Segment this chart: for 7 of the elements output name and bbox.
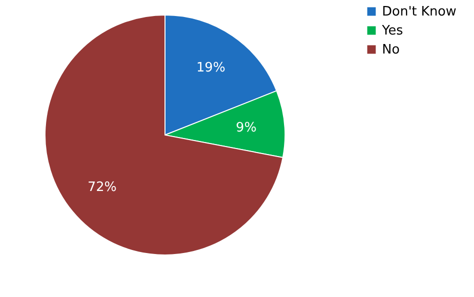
legend-label: No <box>382 42 400 58</box>
data-label: 72% <box>88 180 117 196</box>
pie-slice <box>44 14 284 256</box>
legend-label: Don't Know <box>382 4 457 20</box>
data-label: 9% <box>236 120 257 136</box>
data-label: 19% <box>196 60 226 76</box>
legend-label: Yes <box>381 24 404 38</box>
